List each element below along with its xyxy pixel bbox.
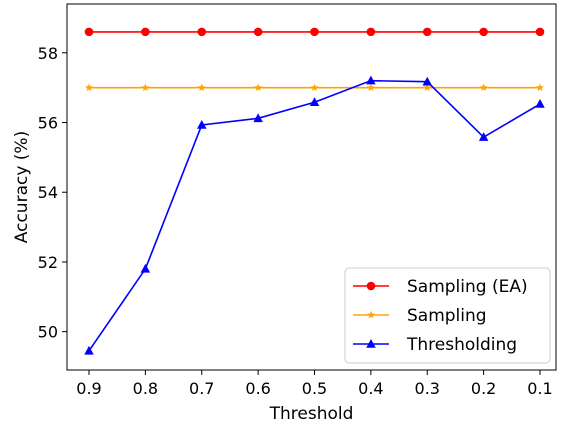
- y-axis-label: Accuracy (%): [12, 131, 32, 243]
- y-tick-label: 54: [38, 183, 58, 202]
- data-point-thresholding: [84, 345, 94, 355]
- x-axis: 0.9 0.8 0.7 0.6 0.5 0.4 0.3 0.2 0.1: [76, 370, 553, 398]
- data-point-sampling: [423, 83, 432, 92]
- data-point-thresholding: [140, 263, 151, 273]
- data-point-sampling-ea: [197, 27, 207, 37]
- data-point-sampling-ea: [422, 27, 432, 37]
- data-point-sampling-ea: [479, 27, 488, 37]
- data-point-thresholding: [535, 99, 545, 108]
- x-tick-label: 0.5: [302, 379, 327, 398]
- x-tick-label: 0.4: [358, 379, 383, 398]
- series-thresholding: [84, 75, 545, 355]
- legend-box: [344, 267, 551, 364]
- data-point-sampling: [141, 83, 150, 92]
- y-axis: 50 52 54 56 58: [38, 44, 67, 342]
- legend-entry-sampling-ea: Sampling (EA): [353, 277, 528, 297]
- data-point-sampling-ea: [310, 27, 319, 37]
- legend-entry-thresholding: Thresholding: [353, 335, 517, 355]
- legend-marker: [366, 339, 376, 348]
- legend: Sampling (EA) Sampling Thresholding: [344, 267, 551, 364]
- x-tick-label: 0.8: [133, 379, 158, 398]
- legend-label: Sampling: [407, 306, 487, 326]
- y-tick-label: 52: [38, 253, 58, 272]
- data-point-sampling-ea: [535, 27, 545, 37]
- data-point-sampling-ea: [253, 27, 263, 37]
- data-point-thresholding: [253, 113, 263, 123]
- x-tick-label: 0.1: [527, 379, 552, 398]
- data-point-sampling-ea: [84, 27, 94, 37]
- x-tick-label: 0.3: [415, 379, 440, 398]
- plot-frame: [66, 3, 557, 371]
- x-axis-label: Threshold: [269, 404, 354, 424]
- data-point-thresholding: [309, 97, 320, 107]
- data-point-sampling: [479, 83, 488, 92]
- data-point-sampling: [366, 83, 375, 92]
- legend-entry-sampling: Sampling: [353, 306, 487, 326]
- data-point-sampling: [254, 83, 263, 92]
- data-point-thresholding: [366, 75, 376, 85]
- data-point-thresholding: [422, 76, 432, 86]
- x-tick-label: 0.6: [245, 379, 270, 398]
- data-point-thresholding: [478, 132, 489, 141]
- data-point-sampling: [536, 83, 544, 92]
- data-point-sampling: [310, 83, 319, 92]
- x-tick-label: 0.2: [471, 379, 496, 398]
- legend-marker: [366, 281, 376, 291]
- legend-marker: [367, 310, 375, 319]
- y-tick-label: 58: [38, 44, 58, 63]
- data-point-thresholding: [197, 119, 207, 129]
- data-point-sampling: [85, 83, 93, 92]
- x-tick-label: 0.7: [189, 379, 214, 398]
- y-tick-label: 56: [38, 114, 58, 133]
- series-layer: [84, 27, 545, 355]
- data-point-sampling-ea: [366, 27, 376, 37]
- legend-label: Thresholding: [406, 335, 517, 355]
- legend-label: Sampling (EA): [407, 277, 528, 297]
- series-sampling-ea: [84, 27, 545, 37]
- series-sampling: [85, 83, 544, 92]
- data-point-sampling-ea: [141, 27, 150, 37]
- data-point-sampling: [197, 83, 206, 92]
- x-tick-label: 0.9: [76, 379, 101, 398]
- y-tick-label: 50: [38, 323, 58, 342]
